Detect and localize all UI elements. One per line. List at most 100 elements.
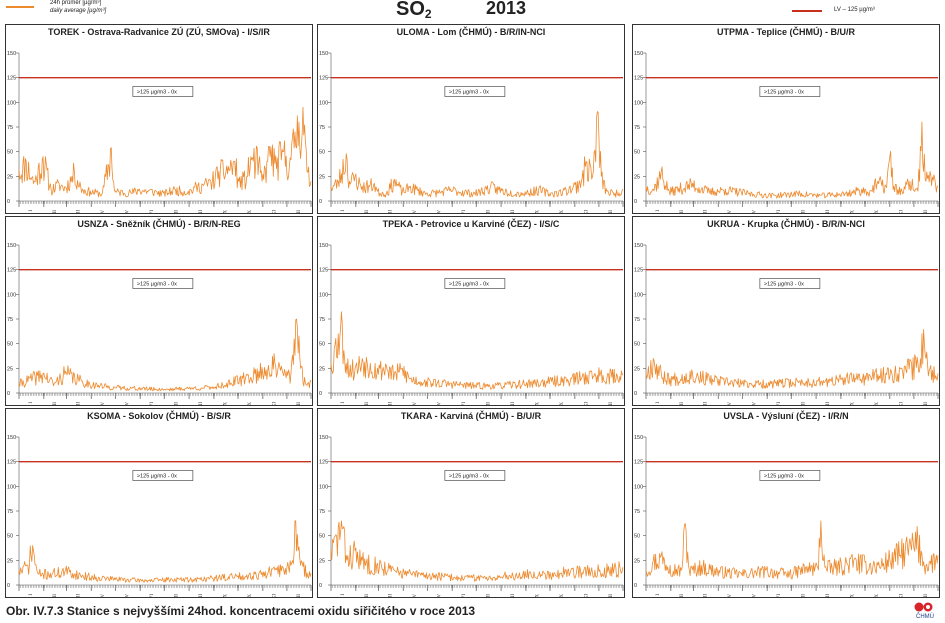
y-tick-label: 125 [634, 460, 643, 466]
x-month-label: IX [851, 402, 856, 406]
exceedance-box [444, 470, 506, 481]
x-month-label: V [752, 594, 757, 598]
x-month-label: VII [801, 210, 806, 214]
chart-panel: UKRUA - Krupka (ČHMÚ) - B/R/N-NCI 0 25 50 75… [632, 216, 940, 406]
panel-title: USNZA - Sněžník (ČHMÚ) - B/R/N-REG [77, 218, 240, 229]
x-month-label: V [752, 402, 757, 406]
exceedance-box [759, 278, 821, 289]
panel-title: TPEKA - Petrovice u Karviné (ČEZ) - I/S/… [383, 218, 560, 229]
panel-title: UTPMA - Teplice (ČHMÚ) - B/U/R [717, 26, 855, 37]
y-tick-label: 50 [634, 150, 640, 156]
exceedance-label: >125 µg/m3 - 0x [764, 473, 804, 479]
x-month-label: I [29, 402, 34, 404]
y-tick-label: 25 [634, 174, 640, 180]
x-month-label: XII [924, 210, 929, 214]
x-month-label: XI [273, 210, 278, 214]
series-line-daily-average [645, 520, 939, 580]
exceedance-label: >125 µg/m3 - 0x [449, 281, 489, 287]
x-month-label: VI [777, 210, 782, 214]
x-month-label: VII [486, 210, 491, 214]
x-month-label: I [656, 402, 661, 404]
exceedance-label: >125 µg/m3 - 0x [137, 89, 177, 95]
x-month-label: I [341, 210, 346, 212]
x-month-label: XII [297, 210, 302, 214]
legend-daily-label-en: daily average [µg/m³] [50, 8, 107, 14]
y-tick-label: 0 [634, 583, 637, 589]
x-month-label: IX [851, 594, 856, 598]
y-tick-label: 0 [319, 583, 322, 589]
exceedance-label: >125 µg/m3 - 0x [137, 281, 177, 287]
page-title: SO2 [396, 0, 432, 21]
panel-frame [632, 24, 940, 214]
x-month-label: IV [101, 210, 106, 214]
y-tick-label: 50 [7, 150, 13, 156]
x-month-label: X [560, 594, 565, 598]
y-tick-label: 75 [7, 317, 13, 323]
y-tick-label: 50 [634, 342, 640, 348]
x-month-label: VI [150, 402, 155, 406]
y-tick-label: 75 [7, 509, 13, 515]
y-tick-label: 75 [634, 509, 640, 515]
x-month-label: II [680, 594, 685, 598]
x-month-label: V [437, 402, 442, 406]
x-month-label: IX [224, 402, 229, 406]
chmu-logo-text: ČHMÚ [916, 614, 934, 620]
panel-frame [632, 408, 940, 598]
legend-daily-swatch [6, 6, 34, 8]
chart-panel: KSOMA - Sokolov (ČHMÚ) - B/S/R 0 25 50 75 100… [5, 408, 313, 598]
y-tick-label: 100 [634, 292, 643, 298]
x-month-label: III [389, 594, 394, 598]
x-month-label: I [29, 594, 34, 596]
y-tick-label: 125 [7, 268, 16, 274]
y-tick-label: 0 [7, 391, 10, 397]
x-month-label: X [875, 402, 880, 406]
legend-limit-label: LV – 125 µg/m³ [834, 7, 875, 13]
x-month-label: I [341, 402, 346, 404]
series-line-daily-average [18, 520, 312, 583]
x-month-label: XII [924, 402, 929, 406]
y-tick-label: 25 [7, 366, 13, 372]
x-month-label: V [437, 594, 442, 598]
y-tick-label: 150 [7, 435, 16, 441]
x-month-label: I [341, 594, 346, 596]
x-month-label: VII [174, 402, 179, 406]
legend-daily-average: 24h průměr [µg/m³] daily average [µg/m³] [6, 0, 206, 20]
chart-panel: TKARA - Karviná (ČHMÚ) - B/U/R 0 25 50 75 100… [317, 408, 625, 598]
exceedance-box [132, 470, 194, 481]
y-tick-label: 100 [319, 484, 328, 490]
exceedance-label: >125 µg/m3 - 0x [449, 89, 489, 95]
exceedance-box [444, 278, 506, 289]
panel-frame [317, 216, 625, 406]
y-tick-label: 0 [634, 391, 637, 397]
y-tick-label: 25 [7, 558, 13, 564]
y-tick-label: 125 [634, 76, 643, 82]
x-month-label: III [77, 594, 82, 598]
series-line-daily-average [330, 520, 624, 582]
y-tick-label: 25 [319, 174, 325, 180]
title-subscript: 2 [424, 7, 432, 21]
x-month-label: III [389, 402, 394, 406]
x-month-label: XI [900, 594, 905, 598]
title-pollutant: SO [396, 0, 425, 20]
y-tick-label: 0 [634, 199, 637, 205]
y-tick-label: 25 [634, 366, 640, 372]
x-month-label: XI [585, 210, 590, 214]
series-line-daily-average [18, 106, 312, 198]
x-month-label: VI [150, 210, 155, 214]
x-month-label: II [365, 402, 370, 406]
x-month-label: X [560, 402, 565, 406]
x-month-label: III [704, 594, 709, 598]
exceedance-box [444, 86, 506, 97]
x-month-label: XII [297, 402, 302, 406]
x-month-label: XII [609, 594, 614, 598]
y-tick-label: 125 [319, 268, 328, 274]
exceedance-box [132, 278, 194, 289]
panel-frame [317, 24, 625, 214]
x-month-label: X [560, 210, 565, 214]
x-month-label: VI [462, 594, 467, 598]
panel-title: KSOMA - Sokolov (ČHMÚ) - B/S/R [87, 410, 231, 421]
x-month-label: I [656, 594, 661, 596]
panel-frame [317, 408, 625, 598]
x-month-label: IV [728, 402, 733, 406]
